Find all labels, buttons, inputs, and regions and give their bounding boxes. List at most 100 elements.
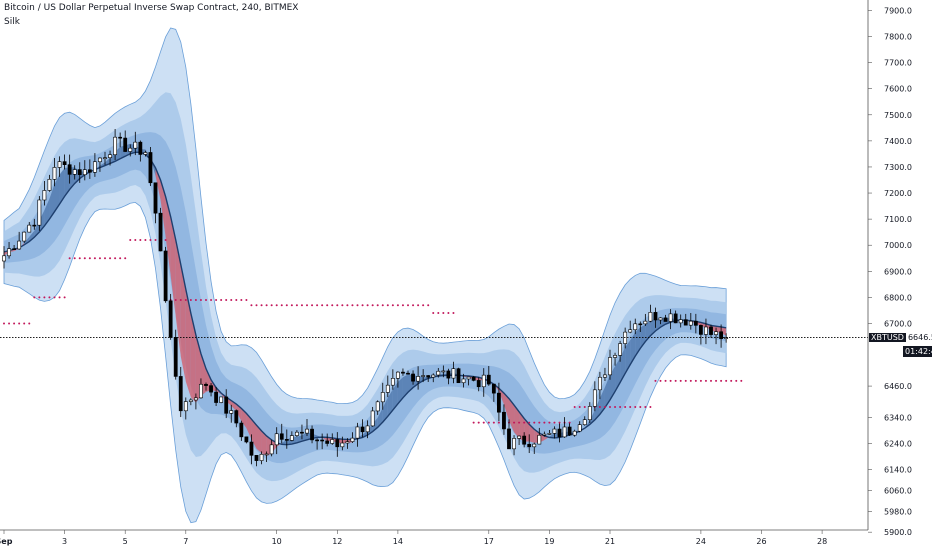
sar-dot xyxy=(235,299,238,301)
candle-body xyxy=(294,431,299,436)
y-tick-label: 7100.0 xyxy=(884,215,912,224)
sar-dot xyxy=(422,304,425,307)
candle-body xyxy=(673,313,678,324)
candle-body xyxy=(537,434,542,445)
sar-dot xyxy=(316,304,319,307)
sar-dot xyxy=(215,299,218,301)
sar-dot xyxy=(674,379,677,382)
sar-dot xyxy=(199,299,202,301)
sar-dot xyxy=(179,299,182,301)
cloud-segment xyxy=(620,347,626,383)
candle-body xyxy=(421,375,426,377)
y-axis[interactable]: 7900.0 7800.0 7700.0 7600.0 7500.0 7400.0 7300… xyxy=(867,0,912,537)
sar-dot xyxy=(513,421,516,424)
candle-body xyxy=(82,169,87,175)
x-axis[interactable]: Sep 3 5 7 10 12 14 17 19 21 24 26 28 xyxy=(0,529,868,546)
sar-dot xyxy=(679,379,682,382)
candle-body xyxy=(204,383,208,386)
sar-dot xyxy=(73,257,76,260)
bar-countdown: 01:42:41 xyxy=(903,346,932,358)
y-tick-label: 6800.0 xyxy=(884,293,912,302)
cloud-segment xyxy=(49,184,55,220)
cloud-segment xyxy=(549,432,555,438)
sar-dot xyxy=(98,257,101,260)
candle-body xyxy=(552,428,557,434)
sar-dot xyxy=(452,312,455,315)
sar-dot xyxy=(492,421,495,424)
sar-dot xyxy=(361,304,364,307)
sar-dot xyxy=(48,296,51,299)
sar-dot xyxy=(669,379,672,382)
candle-body xyxy=(209,385,213,393)
candle-body xyxy=(12,248,17,250)
candle-body xyxy=(542,433,547,436)
candle-body xyxy=(350,437,355,442)
sar-dot xyxy=(18,322,21,325)
sar-dot xyxy=(104,257,106,260)
candle-body xyxy=(229,410,234,414)
candle-body xyxy=(461,378,466,384)
sar-dot xyxy=(472,421,475,424)
sar-dot xyxy=(109,257,112,260)
x-tick-label: 3 xyxy=(62,537,67,546)
indicator-label[interactable]: Silk xyxy=(4,17,20,27)
candle-body xyxy=(173,337,178,377)
sar-dot xyxy=(603,405,606,408)
candle-body xyxy=(486,374,491,385)
sar-dot xyxy=(699,379,702,382)
cloud-segment xyxy=(281,439,287,445)
sar-dot xyxy=(13,322,16,325)
cloud-segment xyxy=(382,397,388,423)
candle-body xyxy=(628,329,633,333)
candle-body xyxy=(502,411,506,430)
y-tick-label: 6700.0 xyxy=(884,319,912,328)
sar-dot xyxy=(306,304,308,307)
cloud-segment xyxy=(44,198,50,226)
sar-dot xyxy=(523,421,526,424)
y-tick-label: 7000.0 xyxy=(884,241,912,250)
sar-dot xyxy=(346,304,349,307)
candle-body xyxy=(168,300,173,338)
candle-body xyxy=(113,136,118,156)
candle-body xyxy=(244,436,249,443)
y-tick-label: 7400.0 xyxy=(884,137,912,146)
sar-dot xyxy=(386,304,389,307)
candle-body xyxy=(37,199,42,226)
candle-body xyxy=(108,154,112,158)
sar-dot xyxy=(609,405,611,408)
candle-body xyxy=(446,370,451,379)
sar-dot xyxy=(639,405,642,408)
candle-body xyxy=(406,372,410,375)
sar-dot xyxy=(250,304,253,307)
cloud-segment xyxy=(54,174,60,212)
cloud-segment xyxy=(155,167,161,200)
candle-body xyxy=(522,435,527,445)
cloud-segment xyxy=(165,196,171,276)
candle-body xyxy=(264,453,269,456)
candle-body xyxy=(320,439,325,442)
sar-dot xyxy=(396,304,399,307)
candle-body xyxy=(279,433,284,440)
sar-dot xyxy=(275,304,278,307)
sar-dot xyxy=(442,312,445,315)
candle-body xyxy=(355,426,360,439)
sar-dot xyxy=(230,299,233,301)
candle-body xyxy=(300,431,304,434)
cloud-segment xyxy=(175,239,181,357)
ma-line xyxy=(3,151,727,446)
sar-dot xyxy=(134,239,137,241)
cloud-segment xyxy=(322,437,328,442)
cloud-segment xyxy=(716,326,722,333)
candle-body xyxy=(698,325,703,335)
cloud-segment xyxy=(246,413,252,440)
candle-body xyxy=(133,141,138,149)
sar-dot xyxy=(553,421,556,424)
sar-dot xyxy=(321,304,324,307)
candle-body xyxy=(305,428,309,434)
candle-body xyxy=(128,147,133,152)
x-tick-label: 7 xyxy=(183,537,188,546)
sar-dot xyxy=(38,296,41,299)
sar-dot xyxy=(558,421,561,424)
